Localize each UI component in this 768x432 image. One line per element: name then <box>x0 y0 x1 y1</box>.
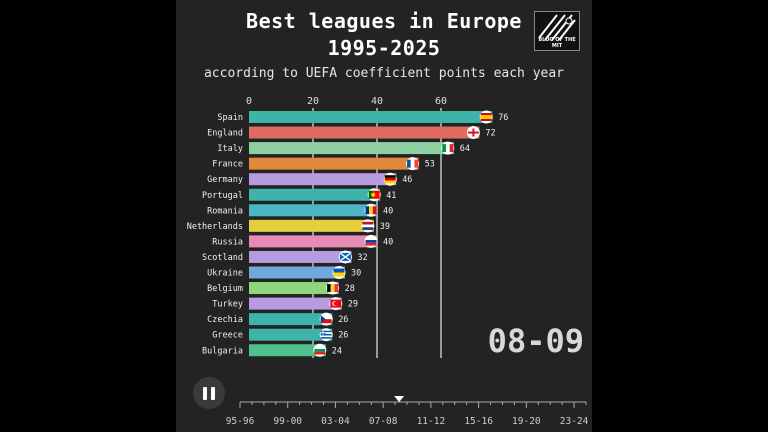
france-flag-icon <box>407 159 419 168</box>
germany-flag-icon <box>384 175 396 184</box>
category-label: Turkey <box>212 300 243 310</box>
value-label: 24 <box>332 346 342 356</box>
ukraine-flag-icon <box>333 268 345 277</box>
category-label: Bulgaria <box>202 346 243 356</box>
category-label: Italy <box>217 144 243 154</box>
value-label: 39 <box>380 222 390 232</box>
value-label: 64 <box>460 144 470 154</box>
romania-flag-icon <box>365 206 377 215</box>
x-tick-label: 40 <box>371 96 383 107</box>
bar-portugal <box>249 188 381 201</box>
category-label: Greece <box>212 331 243 341</box>
chart-subtitle: according to UEFA coefficient points eac… <box>203 66 565 81</box>
timeline-label: 11-12 <box>417 416 446 427</box>
bar-scotland <box>249 250 352 263</box>
belgium-flag-icon <box>327 284 339 293</box>
chart-title-line1: Best leagues in Europe <box>246 9 522 33</box>
timeline-label: 99-00 <box>273 416 302 427</box>
bar-bulgaria <box>249 344 326 357</box>
bar-chart: 0 20 40 60 Spain 76 England 72 Italy 64 France 53 Ge… <box>187 96 589 427</box>
netherlands-flag-icon <box>362 221 374 231</box>
portugal-flag-icon <box>368 190 380 199</box>
category-label: Germany <box>207 175 243 185</box>
bar-russia <box>249 235 377 248</box>
x-tick-label: 20 <box>307 96 319 107</box>
logo: BLOG OF THE MIT <box>534 11 580 51</box>
category-label: Portugal <box>202 191 243 201</box>
season-label: 08-09 <box>487 322 584 360</box>
category-label: Romania <box>207 206 243 216</box>
bar-spain <box>249 111 493 123</box>
category-label: Ukraine <box>207 269 243 279</box>
bar-germany <box>249 173 397 186</box>
italy-flag-icon <box>442 144 454 153</box>
category-label: Czechia <box>207 315 243 325</box>
bar-turkey <box>249 297 342 310</box>
value-label: 72 <box>485 129 495 139</box>
bar-england <box>249 126 480 139</box>
timeline-label: 15-16 <box>464 416 493 427</box>
value-label: 53 <box>425 160 435 170</box>
timeline-label: 95-96 <box>226 416 255 427</box>
bar-netherlands <box>249 219 374 232</box>
category-label: Spain <box>217 113 243 123</box>
value-label: 28 <box>345 284 355 294</box>
timeline-label: 23-24 <box>560 416 589 427</box>
value-label: 30 <box>351 269 361 279</box>
category-label: France <box>212 160 243 170</box>
bulgaria-flag-icon <box>314 346 326 355</box>
value-label: 26 <box>338 315 348 325</box>
category-label: Netherlands <box>187 222 243 232</box>
turkey-flag-icon <box>330 299 342 308</box>
pause-icon-bar-right <box>211 387 215 400</box>
value-label: 41 <box>386 191 396 201</box>
bar-greece <box>249 328 333 341</box>
category-label: England <box>207 129 243 139</box>
czechia-flag-icon <box>320 315 332 324</box>
value-label: 40 <box>383 237 393 247</box>
timeline-marker[interactable] <box>394 396 405 402</box>
greece-flag-icon <box>320 330 332 339</box>
timeline-label: 19-20 <box>512 416 541 427</box>
bar-italy <box>249 142 454 155</box>
category-label: Scotland <box>202 253 243 263</box>
value-label: 32 <box>357 253 367 263</box>
scotland-flag-icon <box>339 252 352 262</box>
logo-stripes-icon <box>538 14 576 41</box>
x-tick-label: 0 <box>246 96 252 107</box>
value-label: 46 <box>402 175 412 185</box>
bar-czechia <box>249 313 333 326</box>
england-flag-icon <box>467 128 479 137</box>
bar-belgium <box>249 282 339 295</box>
chart-title-line2: 1995-2025 <box>327 36 441 60</box>
value-label: 26 <box>338 331 348 341</box>
bar-france <box>249 157 419 170</box>
logo-text: BLOG OF THE MIT <box>538 37 576 49</box>
pause-icon-bar-left <box>203 387 207 400</box>
bar-romania <box>249 204 377 217</box>
chart-panel: Best leagues in Europe 1995-2025 accordi… <box>176 0 592 432</box>
bar-ukraine <box>249 266 345 279</box>
value-label: 76 <box>498 113 508 123</box>
value-label: 29 <box>348 300 358 310</box>
russia-flag-icon <box>365 237 377 246</box>
value-label: 40 <box>383 206 393 216</box>
spain-flag-icon <box>480 113 492 121</box>
category-label: Belgium <box>207 284 243 294</box>
x-tick-label: 60 <box>435 96 447 107</box>
pause-button[interactable] <box>193 377 225 409</box>
category-label: Russia <box>212 237 243 247</box>
timeline-label: 07-08 <box>369 416 398 427</box>
timeline-label: 03-04 <box>321 416 350 427</box>
